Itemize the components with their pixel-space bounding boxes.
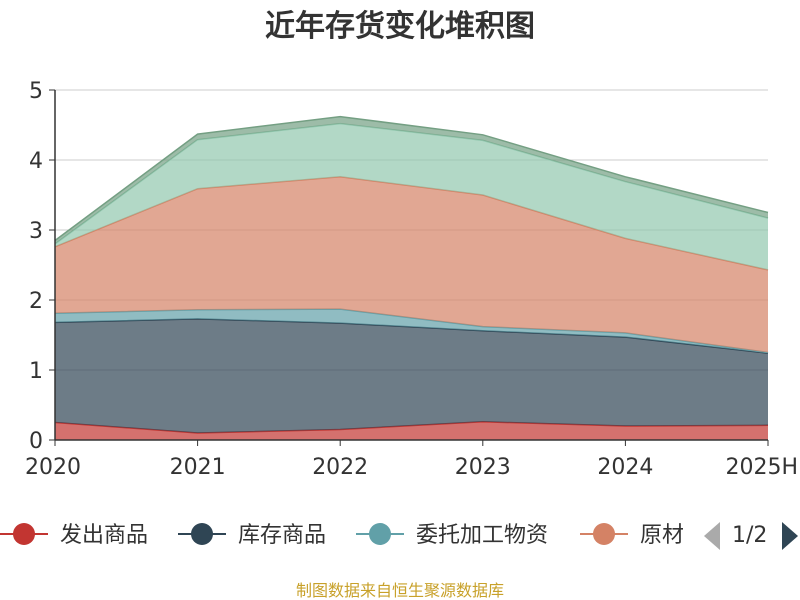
x-tick-labels: 2020 2021 2022 2023 2024 2025H bbox=[25, 440, 798, 480]
legend: 发出商品 库存商品 委托加工物资 原材料 1/2 bbox=[0, 522, 798, 550]
x-tick-label: 2021 bbox=[170, 455, 226, 480]
series-line-6 bbox=[54, 115, 769, 242]
data-source-note: 制图数据来自恒生聚源数据库 bbox=[296, 581, 504, 600]
legend-prev-page-arrow-icon[interactable] bbox=[704, 522, 720, 550]
y-tick-label: 3 bbox=[29, 219, 43, 244]
area-series bbox=[54, 115, 769, 440]
x-tick-label: 2025H bbox=[725, 455, 798, 480]
legend-marker-4 bbox=[593, 523, 615, 545]
x-tick-label: 2023 bbox=[455, 455, 511, 480]
chart-title: 近年存货变化堆积图 bbox=[265, 9, 535, 44]
legend-marker-2 bbox=[191, 523, 213, 545]
y-tick-label: 0 bbox=[29, 429, 43, 454]
legend-item-2[interactable]: 库存商品 bbox=[178, 523, 326, 548]
x-tick-label: 2022 bbox=[312, 455, 368, 480]
y-tick-label: 1 bbox=[29, 359, 43, 384]
legend-label-2: 库存商品 bbox=[238, 523, 326, 548]
axes bbox=[54, 90, 768, 441]
legend-label-1: 发出商品 bbox=[60, 523, 148, 548]
legend-next-page-arrow-icon[interactable] bbox=[782, 522, 798, 550]
legend-item-4[interactable]: 原材料 bbox=[580, 523, 706, 548]
area-series-5 bbox=[55, 123, 768, 270]
area-series-1 bbox=[55, 421, 768, 440]
y-tick-label: 4 bbox=[29, 149, 43, 174]
area-series-4 bbox=[55, 176, 768, 353]
legend-marker-1 bbox=[13, 523, 35, 545]
legend-item-3[interactable]: 委托加工物资 bbox=[356, 523, 548, 548]
legend-label-3: 委托加工物资 bbox=[416, 523, 548, 548]
y-tick-label: 5 bbox=[29, 79, 43, 104]
y-tick-label: 2 bbox=[29, 289, 43, 314]
y-tick-labels: 0 1 2 3 4 5 bbox=[29, 79, 55, 454]
area-series-2 bbox=[55, 318, 768, 433]
legend-marker-3 bbox=[369, 523, 391, 545]
legend-item-1[interactable]: 发出商品 bbox=[0, 523, 148, 548]
area-series-6 bbox=[55, 116, 768, 244]
legend-label-4: 原材料 bbox=[640, 523, 706, 548]
x-tick-label: 2020 bbox=[25, 455, 81, 480]
x-tick-label: 2024 bbox=[597, 455, 653, 480]
legend-page-indicator: 1/2 bbox=[732, 523, 767, 548]
